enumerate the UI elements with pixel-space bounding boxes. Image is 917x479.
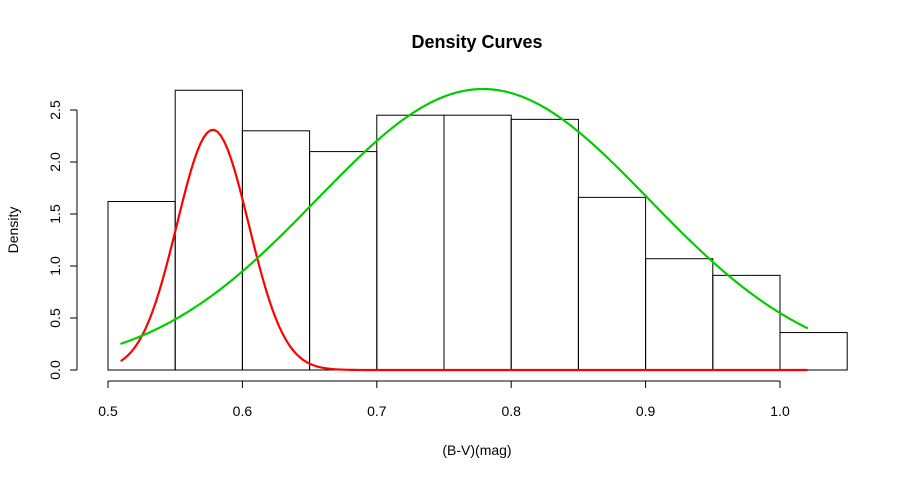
histogram-bar-7 (577, 196, 647, 371)
density-curve-1 (120, 87, 808, 345)
x-tick-label: 0.6 (233, 403, 253, 419)
x-tick-label: 0.8 (501, 403, 521, 419)
histogram-bar-6 (510, 118, 579, 371)
histogram-bar-2 (241, 130, 311, 371)
y-tick-label: 1.0 (47, 256, 63, 276)
x-axis-label: (B-V)(mag) (442, 442, 511, 458)
density-curves (120, 87, 808, 372)
x-tick-label: 0.7 (367, 403, 387, 419)
y-tick-label: 0.0 (47, 360, 63, 380)
y-tick-label: 1.5 (47, 204, 63, 224)
density-curve-0 (120, 128, 808, 372)
chart-title: Density Curves (411, 32, 542, 52)
histogram-bar-4 (376, 114, 445, 371)
x-tick-label: 0.5 (98, 403, 118, 419)
histogram-bar-0 (107, 201, 176, 371)
x-tick-label: 0.9 (636, 403, 656, 419)
histogram-bar-5 (443, 114, 512, 371)
y-axis: 0.0 0.5 1.0 1.5 2.0 2.5 (47, 100, 78, 380)
histogram-bar-8 (645, 258, 714, 371)
y-tick-label: 2.0 (47, 152, 63, 172)
y-tick-label: 2.5 (47, 100, 63, 120)
histogram-bar-10 (779, 332, 848, 371)
y-tick-label: 0.5 (47, 308, 63, 328)
histogram-bar-3 (309, 151, 378, 371)
x-tick-label: 1.0 (770, 403, 790, 419)
y-axis-label: Density (5, 207, 21, 254)
x-axis: 0.5 0.6 0.7 0.8 0.9 1.0 (98, 380, 790, 419)
